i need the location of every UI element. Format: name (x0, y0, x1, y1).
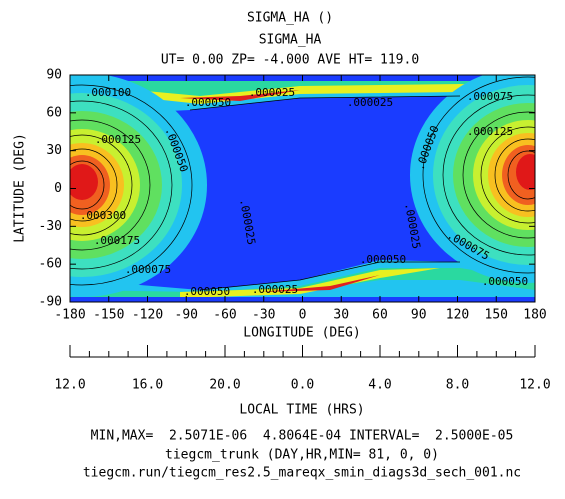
contour-label: .000125 (95, 133, 141, 146)
x-tick-label: -90 (175, 308, 198, 323)
local-time-label: LOCAL TIME (HRS) (239, 403, 364, 418)
local-time-tick-label: 16.0 (132, 378, 163, 393)
footer-line: tiegcm_trunk (DAY,HR,MIN= 81, 0, 0) (165, 448, 439, 463)
contour-label: .000075 (125, 263, 171, 276)
y-tick-label: -60 (39, 257, 62, 272)
x-tick-label: -30 (252, 308, 275, 323)
contour-label: .000050 (184, 285, 230, 298)
x-tick-label: -180 (54, 308, 85, 323)
x-tick-label: -60 (213, 308, 236, 323)
footer-line: MIN,MAX= 2.5071E-06 4.8064E-04 INTERVAL=… (91, 429, 514, 444)
contour-field (70, 75, 535, 302)
local-time-tick-label: 0.0 (291, 378, 314, 393)
local-time-tick-label: 4.0 (368, 378, 391, 393)
minor-ticks (88, 351, 517, 357)
contour-label: .000125 (467, 125, 513, 138)
right-lobe (410, 75, 535, 283)
x-tick-label: -120 (132, 308, 163, 323)
contour-label: .000075 (467, 90, 513, 103)
local-time-tick-label: 12.0 (519, 378, 550, 393)
x-tick-label: 150 (485, 308, 508, 323)
chart-subtitle: SIGMA_HA (259, 33, 322, 48)
y-tick-label: 0 (54, 181, 62, 196)
local-time-tick-label: 12.0 (54, 378, 85, 393)
contour-lines (70, 76, 535, 291)
local-time-tick-label: 20.0 (209, 378, 240, 393)
contour-label: .000100 (85, 86, 131, 99)
chart-header: UT= 0.00 ZP= -4.000 AVE HT= 119.0 (161, 53, 419, 68)
contour-label: .000025 (347, 96, 393, 109)
x-tick-label: 0 (299, 308, 307, 323)
y-tick-label: -90 (39, 295, 62, 310)
contour-label: .000050 (185, 96, 231, 109)
y-tick-label: 60 (46, 105, 62, 120)
chart-title: SIGMA_HA () (247, 11, 333, 26)
x-tick-label: 120 (446, 308, 469, 323)
x-tick-label: 180 (523, 308, 546, 323)
x-tick-label: 60 (372, 308, 388, 323)
y-tick-label: 90 (46, 68, 62, 83)
x-tick-label: -150 (93, 308, 124, 323)
y-axis-label: LATITUDE (DEG) (13, 133, 28, 243)
x-axis-label: LONGITUDE (DEG) (243, 326, 360, 341)
y-tick-label: -30 (39, 219, 62, 234)
contour-label: .000050 (360, 253, 406, 266)
x-tick-label: 30 (333, 308, 349, 323)
contour-label: .000175 (94, 234, 140, 247)
y-tick-label: 30 (46, 143, 62, 158)
contour-label: .000300 (80, 209, 126, 222)
contour-label: .000025 (252, 283, 298, 296)
contour-label: .000025 (249, 86, 295, 99)
x-tick-label: 90 (411, 308, 427, 323)
contour-label: .000050 (482, 275, 528, 288)
local-time-tick-label: 8.0 (446, 378, 469, 393)
footer-line: tiegcm.run/tiegcm_res2.5_mareqx_smin_dia… (83, 466, 521, 481)
